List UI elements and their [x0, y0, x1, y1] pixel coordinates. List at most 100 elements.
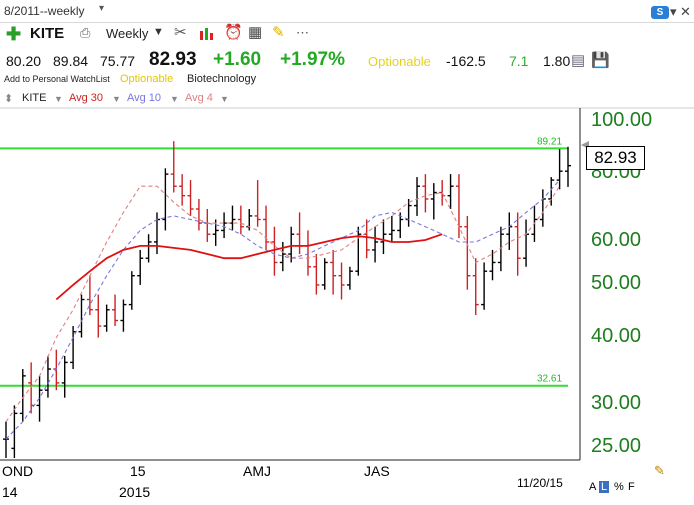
ohlc-bar — [304, 230, 311, 276]
percent-scale-button[interactable]: % — [614, 481, 624, 493]
optionable-flag: Optionable — [368, 54, 431, 69]
x-label-year-2015: 2015 — [119, 484, 151, 500]
avg10-line — [5, 179, 561, 440]
ohlc-bar — [237, 205, 244, 235]
ohlc-bar — [103, 304, 110, 332]
print-icon[interactable]: ⎙ — [80, 25, 91, 40]
low-value: 75.77 — [100, 53, 136, 69]
optionable-label: Optionable — [120, 73, 174, 85]
ohlc-bar — [330, 249, 337, 295]
y-tick-label: 30.00 — [591, 392, 642, 415]
edit-pencil-icon[interactable]: ✎ — [654, 463, 665, 478]
open-value: 80.20 — [6, 53, 42, 69]
high-value: 89.84 — [53, 53, 89, 69]
ohlc-bar — [78, 294, 85, 338]
chevron-down-icon[interactable]: ▼ — [54, 94, 63, 104]
chevron-down-icon[interactable]: ▼ — [220, 94, 229, 104]
chevron-down-icon[interactable]: ▼ — [153, 26, 164, 38]
x-label-date: 11/20/15 — [517, 476, 563, 490]
alarm-clock-icon[interactable]: ⏰ — [224, 24, 243, 41]
bars-icon[interactable] — [199, 25, 215, 45]
y-tick-label: 50.00 — [591, 271, 642, 294]
ohlc-bar — [414, 177, 421, 216]
ohlc-bar — [170, 141, 177, 193]
stack-icon[interactable]: ▤ — [571, 52, 586, 69]
notes-icon[interactable]: ✎ — [272, 24, 285, 41]
ohlc-bar — [548, 177, 555, 206]
legend-symbol[interactable]: KITE — [22, 92, 47, 104]
price-bars — [3, 141, 571, 458]
ohlc-bar — [464, 215, 471, 290]
title-bar: 8/2011--weekly ▾ S ▾ ✕ — [0, 0, 694, 23]
ohlc-bar — [355, 226, 362, 276]
ohlc-bar — [313, 254, 320, 295]
log-scale-button[interactable]: L — [599, 481, 610, 493]
ohlc-bar — [279, 241, 286, 272]
x-label-amj: AMJ — [243, 463, 271, 479]
wrench-icon[interactable]: ✂ — [174, 24, 187, 41]
ohlc-bar — [422, 174, 429, 213]
ohlc-bar — [405, 198, 412, 227]
ohlc-bar — [44, 355, 51, 398]
chevron-down-icon[interactable]: ▼ — [112, 94, 121, 104]
y-tick-label: 100.00 — [591, 108, 653, 131]
avg4-line — [5, 185, 561, 423]
ohlc-bar — [556, 148, 563, 190]
ohlc-bar — [19, 369, 26, 422]
legend-avg10[interactable]: Avg 10 — [127, 92, 162, 104]
last-price-box: 82.93 — [586, 146, 645, 170]
ohlc-bar — [36, 375, 43, 422]
ohlc-bar — [388, 215, 395, 242]
ohlc-bar — [296, 212, 303, 255]
move-handle-icon[interactable]: ⬍ — [4, 93, 14, 105]
period-select[interactable]: Weekly — [106, 26, 149, 41]
legend-avg4[interactable]: Avg 4 — [185, 92, 213, 104]
add-icon[interactable]: ✚ — [6, 24, 22, 44]
ohlc-bar — [179, 174, 186, 206]
ohlc-bar — [380, 219, 387, 255]
ohlc-bar — [137, 249, 144, 285]
symbol-field[interactable]: KITE — [30, 25, 65, 42]
close-icon[interactable]: ✕ — [680, 4, 691, 19]
horizontal-lines: 89.21 32.61 — [0, 136, 568, 387]
moving-averages — [5, 179, 561, 440]
quote-bar: 80.20 89.84 75.77 82.93 +1.60 +1.97% Opt… — [0, 46, 694, 74]
x-label-ond: OND — [2, 463, 34, 479]
ohlc-bar — [514, 212, 521, 276]
legend-avg30[interactable]: Avg 30 — [69, 92, 104, 104]
title-caret-icon[interactable]: ▾ — [99, 3, 105, 14]
ohlc-bar — [321, 258, 328, 290]
change-value: +1.60 — [213, 49, 262, 70]
x-label-15: 15 — [130, 463, 146, 479]
grid-icon[interactable]: ▦ — [248, 24, 263, 41]
s-menu-icon[interactable]: S — [651, 6, 669, 19]
ohlc-bar — [565, 146, 571, 187]
minimize-icon[interactable]: ▾ — [670, 4, 677, 19]
y-tick-label: 60.00 — [591, 228, 642, 251]
ohlc-bar — [120, 299, 127, 332]
ohlc-bar — [489, 249, 496, 281]
ohlc-bar — [221, 212, 228, 239]
value-2: 7.1 — [509, 53, 529, 69]
ohlc-bar — [145, 234, 152, 263]
ohlc-bar — [61, 355, 68, 398]
ohlc-bar — [455, 174, 462, 239]
chevron-down-icon[interactable]: ▼ — [170, 94, 179, 104]
x-label-jas: JAS — [364, 463, 390, 479]
x-label-year-14: 14 — [2, 484, 18, 500]
auto-scale-button[interactable]: A — [589, 481, 597, 493]
save-icon[interactable]: 💾 — [591, 52, 610, 69]
ohlc-bar — [86, 275, 93, 316]
ohlc-bar — [271, 226, 278, 276]
ohlc-bar — [346, 266, 353, 290]
dots-icon[interactable]: ⋯ — [296, 25, 309, 40]
ohlc-bar — [539, 189, 546, 227]
ohlc-bar — [204, 208, 211, 242]
add-watchlist-link[interactable]: Add to Personal WatchList — [4, 74, 110, 84]
change-pct: +1.97% — [280, 49, 345, 70]
legend-bar: ⬍ KITE ▼ Avg 30 ▼ Avg 10 ▼ Avg 4 ▼ — [0, 90, 694, 108]
ohlc-bar — [481, 262, 488, 310]
fixed-scale-button[interactable]: F — [628, 481, 635, 493]
ohlc-bar — [430, 183, 437, 220]
ohlc-bar — [195, 198, 202, 231]
